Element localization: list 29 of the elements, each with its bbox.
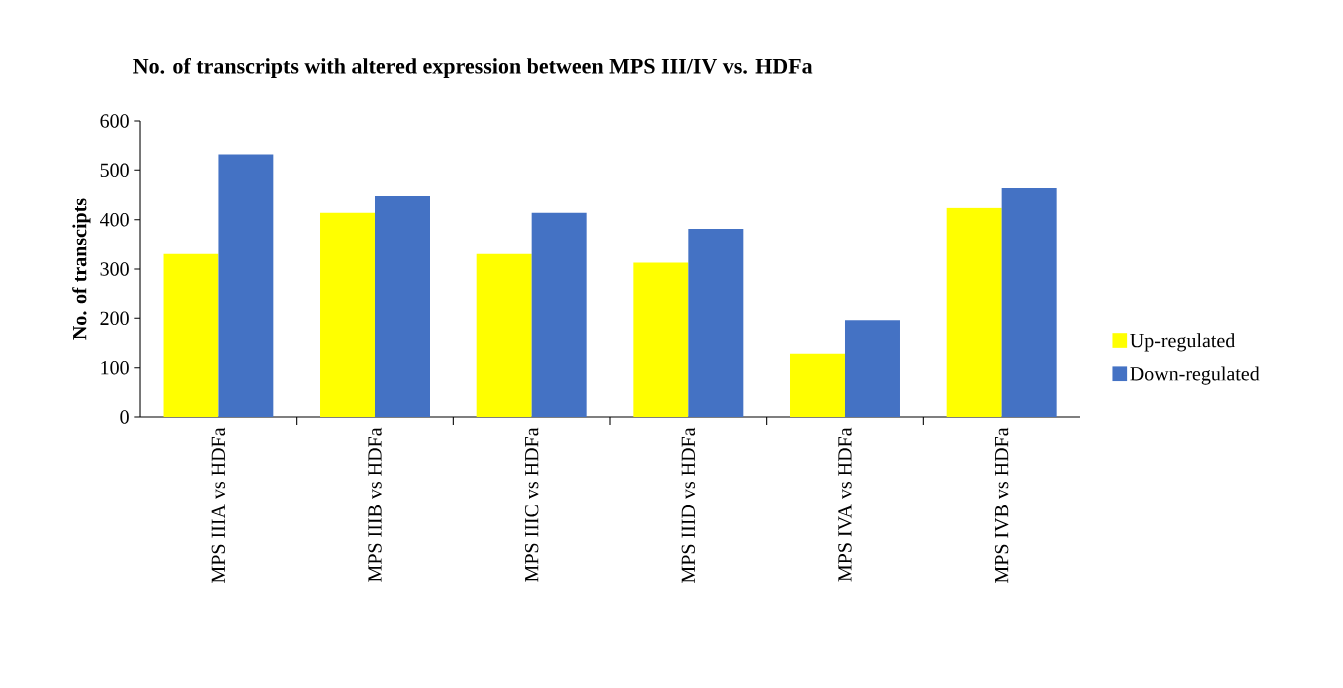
bar [688,229,744,417]
x-tick-label: MPS IIIB vs HDFa [368,427,382,582]
chart-title: No. of transcripts with altered expression between MPS III/IV vs. HDFa [133,57,813,79]
legend-label: Down-regulated [1130,366,1260,385]
x-tick-label: MPS IVB vs HDFa [994,427,1009,583]
bar [163,253,219,417]
bar [790,353,846,417]
y-tick-label: 200 [100,311,129,326]
x-tick-label: MPS IIIC vs HDFa [524,427,539,582]
x-tick-label: MPS IIID vs HDFa [681,427,696,583]
x-tick-label: MPS IVA vs HDFa [838,427,852,582]
bar [844,320,900,417]
bar [633,262,689,417]
y-axis-title: No. of transcipts [72,198,91,340]
bar [1001,188,1057,417]
y-tick-label: 400 [100,212,129,227]
bar [375,195,430,417]
bar [218,154,274,417]
y-tick-label: 600 [100,114,129,128]
legend-label: Up-regulated [1130,333,1236,352]
bar [531,212,587,417]
bar [946,207,1002,417]
y-tick-label: 300 [100,262,129,276]
bar [476,253,532,417]
y-tick-label: 0 [120,410,129,424]
y-tick-label: 500 [100,163,129,178]
y-tick-label: 100 [101,360,129,375]
x-tick-label: MPS IIIA vs HDFa [211,427,226,583]
bar [320,212,376,417]
